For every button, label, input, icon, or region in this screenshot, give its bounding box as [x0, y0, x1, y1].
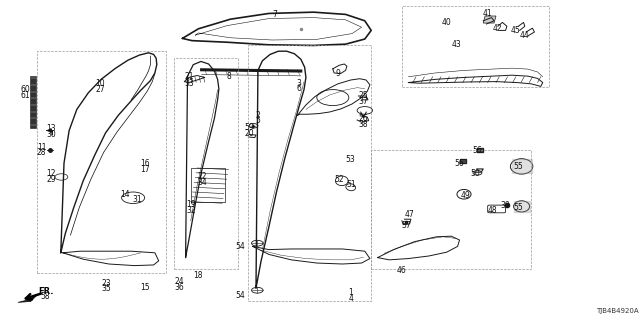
Text: 24: 24: [174, 277, 184, 286]
Text: 8: 8: [227, 72, 232, 81]
Text: 46: 46: [397, 266, 407, 275]
Text: 10: 10: [95, 79, 105, 88]
Text: 31: 31: [132, 196, 142, 204]
Text: 47: 47: [404, 210, 415, 219]
Text: 53: 53: [346, 156, 356, 164]
Text: 40: 40: [442, 18, 452, 27]
Text: 13: 13: [46, 124, 56, 133]
Text: 3: 3: [296, 79, 301, 88]
Text: 58: 58: [40, 292, 50, 301]
Polygon shape: [512, 159, 532, 173]
Text: 22: 22: [198, 172, 207, 181]
Text: 36: 36: [174, 283, 184, 292]
Text: 57: 57: [401, 221, 411, 230]
Text: TJB4B4920A: TJB4B4920A: [596, 308, 639, 314]
Text: 50: 50: [470, 169, 480, 178]
Text: 29: 29: [46, 175, 56, 184]
Text: 34: 34: [197, 178, 207, 187]
Text: 39: 39: [500, 201, 511, 210]
Text: 54: 54: [235, 242, 245, 251]
Text: 38: 38: [358, 120, 369, 129]
Text: 26: 26: [358, 114, 369, 123]
Text: 59: 59: [244, 124, 255, 132]
Polygon shape: [483, 16, 496, 23]
Text: 56: 56: [454, 159, 465, 168]
Text: 25: 25: [358, 92, 369, 100]
Text: 19: 19: [186, 200, 196, 209]
Text: 9: 9: [335, 69, 340, 78]
Text: 43: 43: [452, 40, 462, 49]
Text: 1: 1: [348, 288, 353, 297]
Text: 7: 7: [273, 10, 278, 19]
Text: 14: 14: [120, 190, 130, 199]
Text: 55: 55: [513, 204, 524, 212]
Polygon shape: [18, 295, 37, 302]
Text: 20: 20: [244, 129, 255, 138]
Text: 49: 49: [461, 191, 471, 200]
Text: 33: 33: [184, 79, 195, 88]
Polygon shape: [30, 76, 36, 128]
Text: 23: 23: [101, 279, 111, 288]
Text: 11: 11: [37, 143, 46, 152]
Text: 44: 44: [520, 31, 530, 40]
Text: 48: 48: [488, 206, 498, 215]
Text: 60: 60: [20, 85, 31, 94]
Text: 15: 15: [140, 283, 150, 292]
Text: FR.: FR.: [38, 287, 54, 296]
Text: 55: 55: [513, 162, 524, 171]
Text: 51: 51: [346, 180, 356, 189]
Text: 6: 6: [296, 84, 301, 93]
Text: 4: 4: [348, 294, 353, 303]
Text: 17: 17: [140, 165, 150, 174]
Text: 30: 30: [46, 130, 56, 139]
Polygon shape: [514, 201, 530, 212]
Polygon shape: [477, 148, 483, 152]
Text: 35: 35: [101, 284, 111, 293]
Text: 2: 2: [255, 111, 260, 120]
Text: 28: 28: [37, 148, 46, 157]
Text: 61: 61: [20, 91, 31, 100]
Text: 21: 21: [185, 72, 194, 81]
Text: 12: 12: [47, 169, 56, 178]
Text: 54: 54: [235, 292, 245, 300]
Text: 32: 32: [186, 206, 196, 215]
Text: 37: 37: [358, 97, 369, 106]
Text: 5: 5: [255, 116, 260, 125]
Text: 42: 42: [493, 24, 503, 33]
Text: 27: 27: [95, 85, 105, 94]
Text: 45: 45: [511, 26, 521, 35]
Text: 52: 52: [334, 175, 344, 184]
Text: 18: 18: [194, 271, 203, 280]
Text: 56: 56: [472, 146, 482, 155]
Polygon shape: [460, 159, 466, 163]
Text: 16: 16: [140, 159, 150, 168]
Text: 41: 41: [483, 9, 493, 18]
